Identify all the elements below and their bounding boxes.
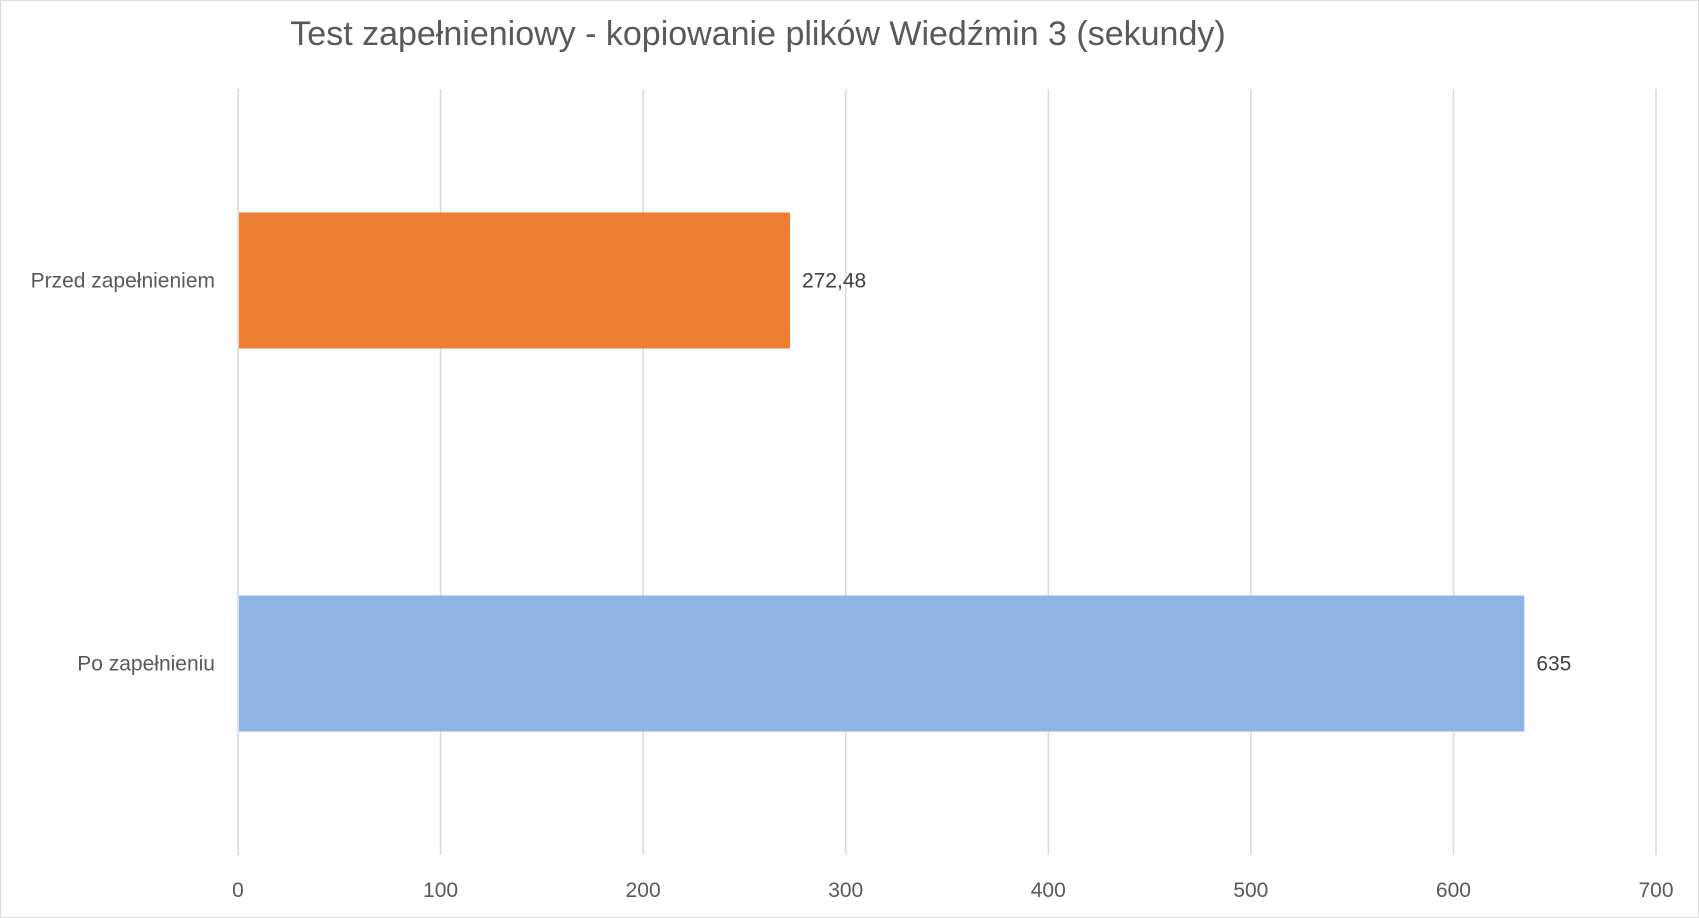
x-tick-label: 100 bbox=[423, 879, 458, 902]
x-tick-label: 500 bbox=[1233, 879, 1268, 902]
labels: 0 100 200 300 400 500 600 700 Przed zapełnieniem… bbox=[31, 270, 1674, 903]
data-label: 272,48 bbox=[802, 270, 866, 293]
x-tick-label: 400 bbox=[1031, 879, 1066, 902]
bar-po-zapelnieniu bbox=[239, 595, 1525, 732]
x-tick-label: 0 bbox=[232, 879, 244, 902]
category-label: Przed zapełnieniem bbox=[31, 270, 215, 293]
bars bbox=[239, 212, 1525, 732]
gridlines bbox=[237, 89, 1657, 855]
x-tick-label: 300 bbox=[828, 879, 863, 902]
data-label: 635 bbox=[1536, 653, 1571, 676]
x-tick-label: 200 bbox=[626, 879, 661, 902]
bar-przed-zapelnieniem bbox=[239, 212, 790, 349]
x-tick-label: 600 bbox=[1436, 879, 1471, 902]
x-tick-label: 700 bbox=[1638, 879, 1673, 902]
chart-title: Test zapełnieniowy - kopiowanie plików W… bbox=[290, 15, 1226, 53]
category-label: Po zapełnieniu bbox=[77, 653, 215, 676]
